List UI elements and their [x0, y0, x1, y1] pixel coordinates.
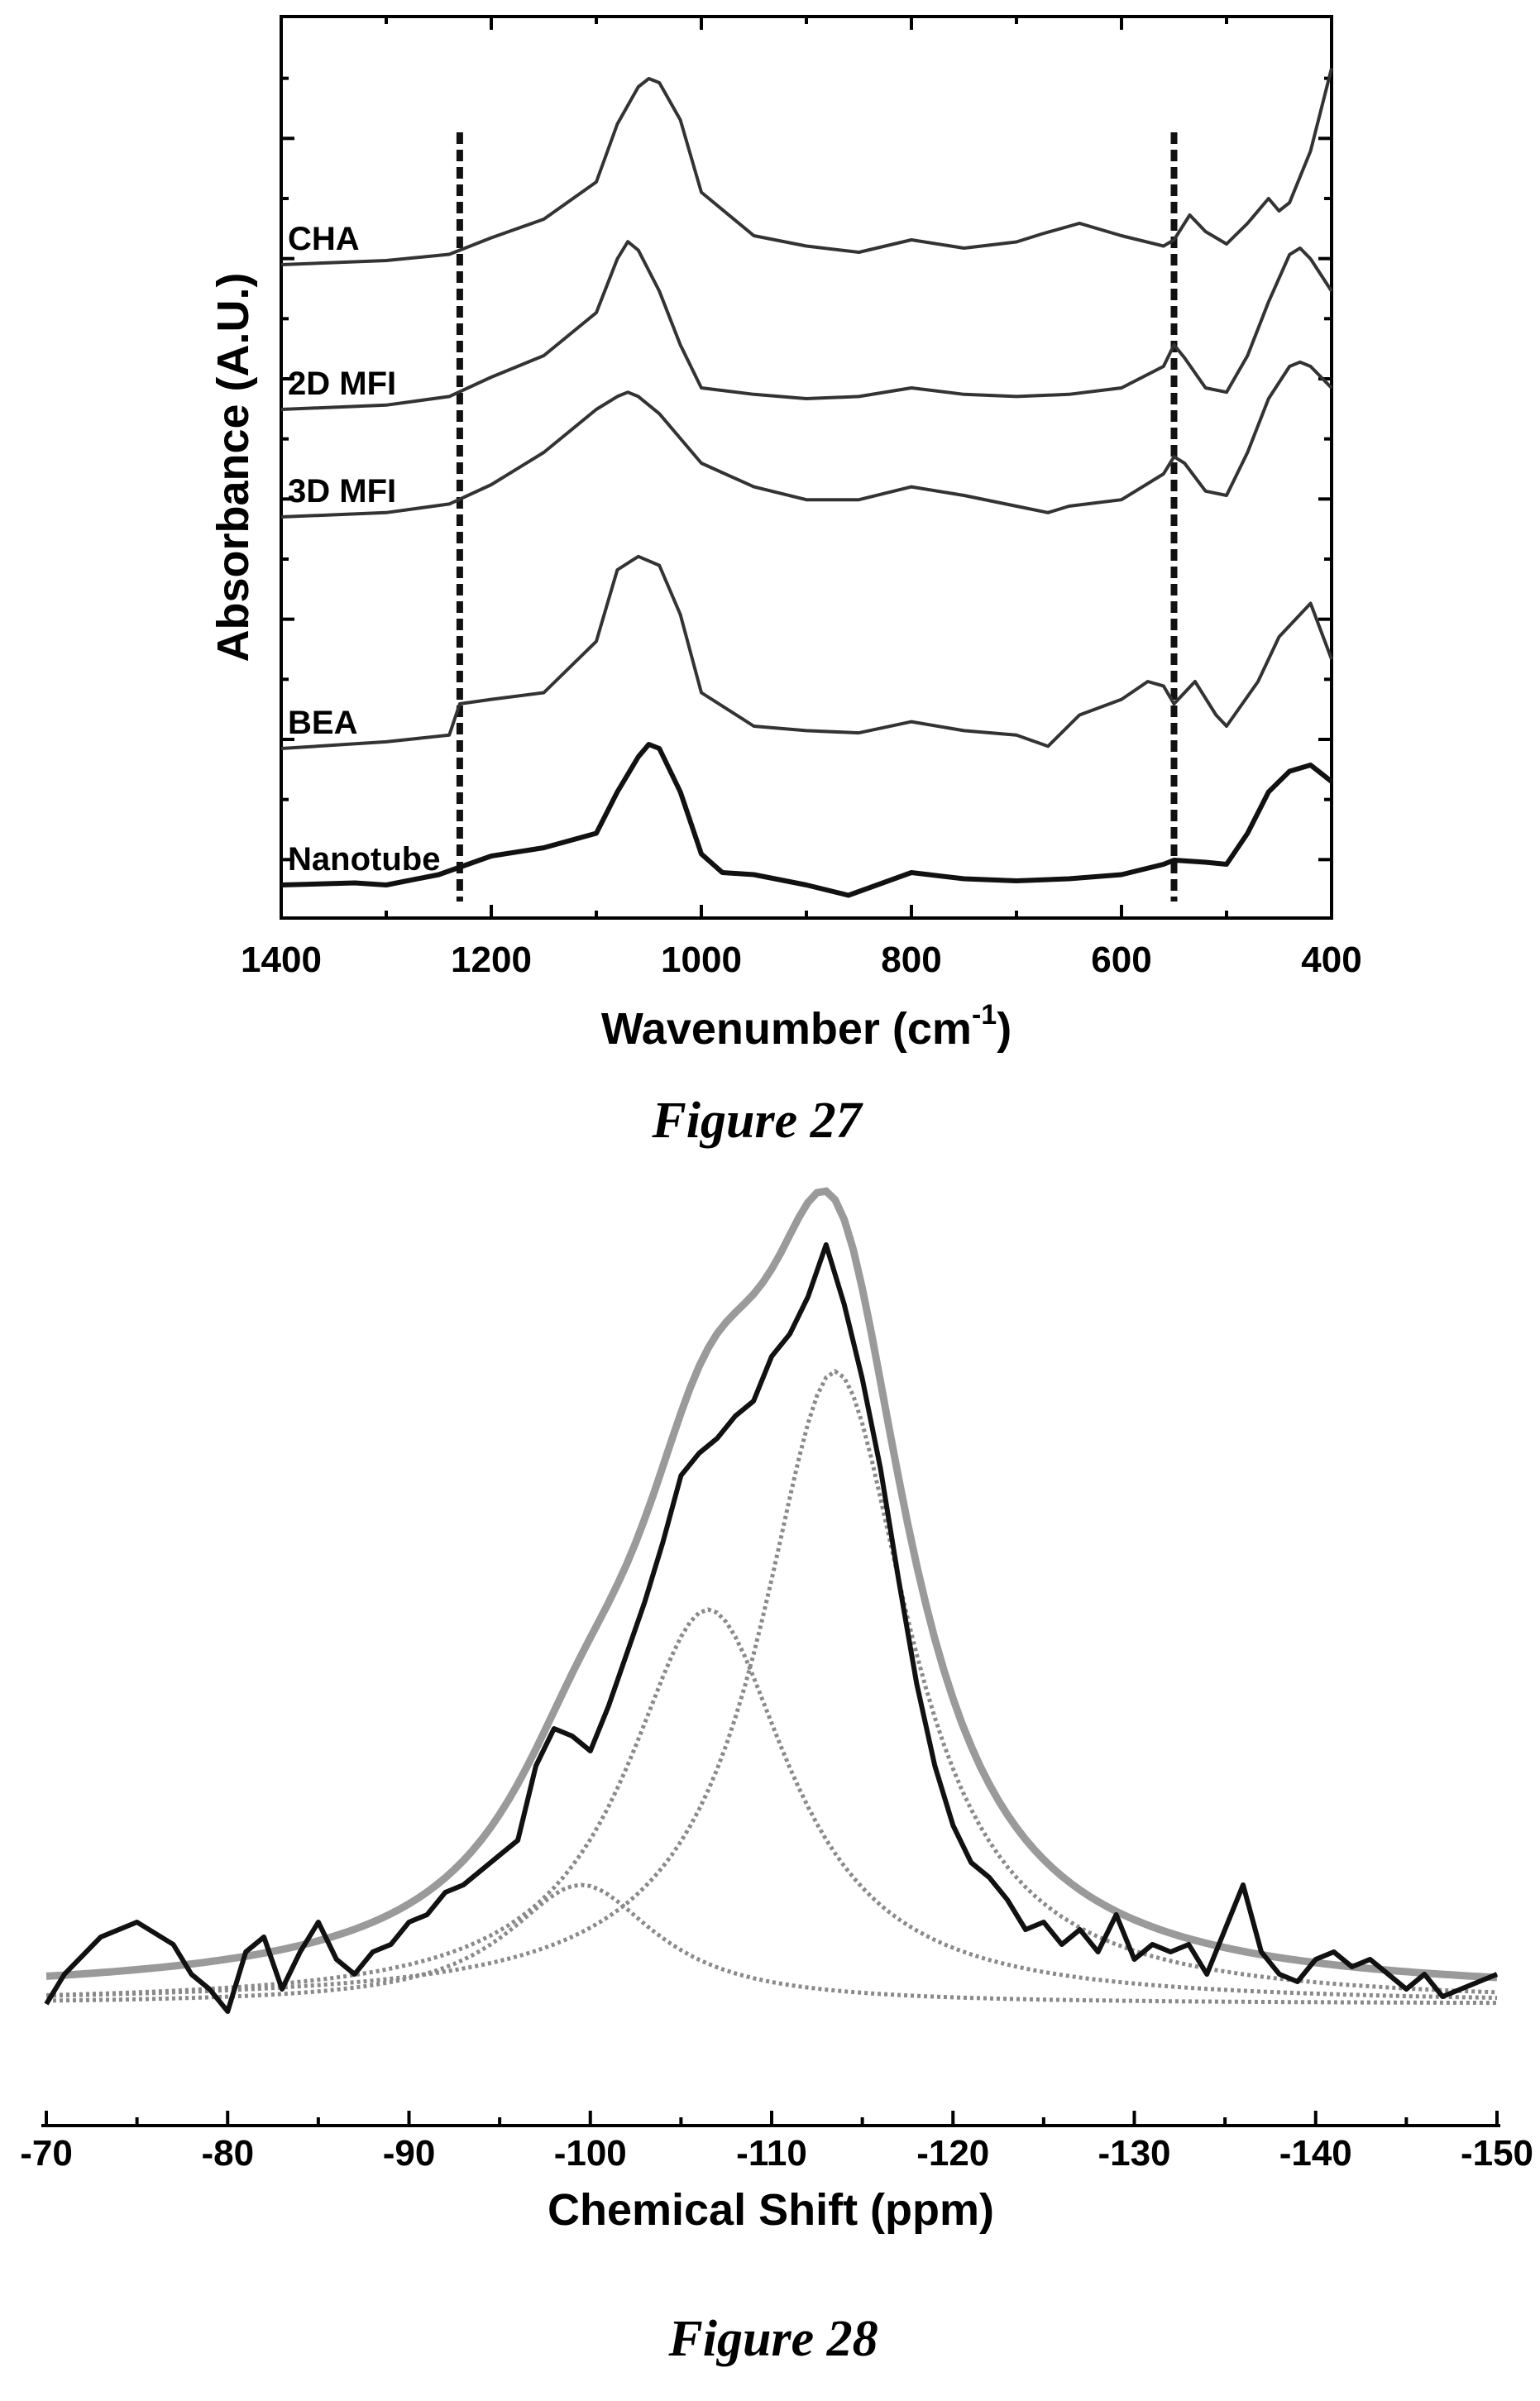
fig27-x-tick-label-1000: 1000 [661, 940, 742, 980]
fig27-series-label-nanotube: Nanotube [288, 841, 440, 878]
fig27-series-group [280, 68, 1333, 898]
fig27-x-tick-label-800: 800 [881, 940, 941, 980]
fig28-caption: Figure 28 [667, 2311, 878, 2367]
fig27-x-tick-label-600: 600 [1091, 940, 1151, 980]
fig27-x-ticks: 1400 1200 1000 800 600 400 [241, 17, 1362, 980]
fig27-x-axis-label-main: Wavenumber (cm [601, 1004, 972, 1054]
fig28-x-tick-label-140: -140 [1279, 2133, 1352, 2174]
fig27-y-ticks [281, 76, 1332, 862]
fig27-series-label-2d-mfi: 2D MFI [288, 366, 396, 402]
fig28-fit-component-1 [45, 1882, 1497, 2006]
fig28-fit-component-3 [45, 1368, 1498, 1998]
fig28-x-tick-label-130: -130 [1098, 2133, 1170, 2174]
fig28-x-axis-label: Chemical Shift (ppm) [548, 2185, 994, 2235]
fig27-series-labels: CHA 2D MFI 3D MFI BEA Nanotube [288, 221, 440, 878]
fig27-x-axis-label: Wavenumber (cm-1) [601, 999, 1012, 1054]
fig28-x-tick-label-70: -70 [20, 2133, 73, 2174]
figure-27: 1400 1200 1000 800 600 400 CHA 2D MFI 3D MFI BEA… [208, 15, 1362, 1149]
fig27-series-nanotube [280, 742, 1333, 898]
fig27-y-axis-label: Absorbance (A.U.) [208, 272, 258, 662]
fig28-x-tick-label-150: -150 [1461, 2133, 1533, 2174]
fig27-x-tick-label-1400: 1400 [241, 940, 322, 980]
fig28-x-tick-label-100: -100 [554, 2133, 627, 2174]
fig27-caption: Figure 27 [651, 1093, 863, 1149]
fig27-series-label-bea: BEA [288, 705, 357, 741]
fig27-reference-lines [456, 132, 1178, 902]
fig28-series-group [44, 1187, 1499, 2014]
fig28-measured-spectrum [44, 1242, 1499, 2014]
fig28-x-tick-label-120: -120 [916, 2133, 989, 2174]
fig27-series-label-cha: CHA [288, 221, 360, 257]
fig28-fit-component-2 [45, 1607, 1498, 2000]
fig27-series-3d-mfi [280, 360, 1333, 519]
fig27-x-axis-label-close: ) [997, 1004, 1012, 1054]
fig28-fit-sum [45, 1187, 1498, 1982]
figure-28: -70 -80 -90 -100 -110 -120 -130 -140 -150 Chemic… [20, 1187, 1533, 2367]
fig28-x-tick-label-90: -90 [383, 2133, 436, 2174]
fig27-x-tick-label-1200: 1200 [451, 940, 532, 980]
fig27-x-tick-label-400: 400 [1301, 940, 1361, 980]
fig27-series-bea [280, 554, 1333, 750]
fig27-series-cha [280, 68, 1333, 266]
fig27-x-axis-label-superscript: -1 [972, 999, 997, 1031]
fig28-x-tick-label-110: -110 [736, 2133, 807, 2174]
fig27-series-2d-mfi [280, 240, 1333, 411]
fig28-x-ticks: -70 -80 -90 -100 -110 -120 -130 -140 -150 [20, 2111, 1533, 2174]
fig27-series-label-3d-mfi: 3D MFI [288, 473, 396, 509]
fig28-x-tick-label-80: -80 [201, 2133, 254, 2174]
